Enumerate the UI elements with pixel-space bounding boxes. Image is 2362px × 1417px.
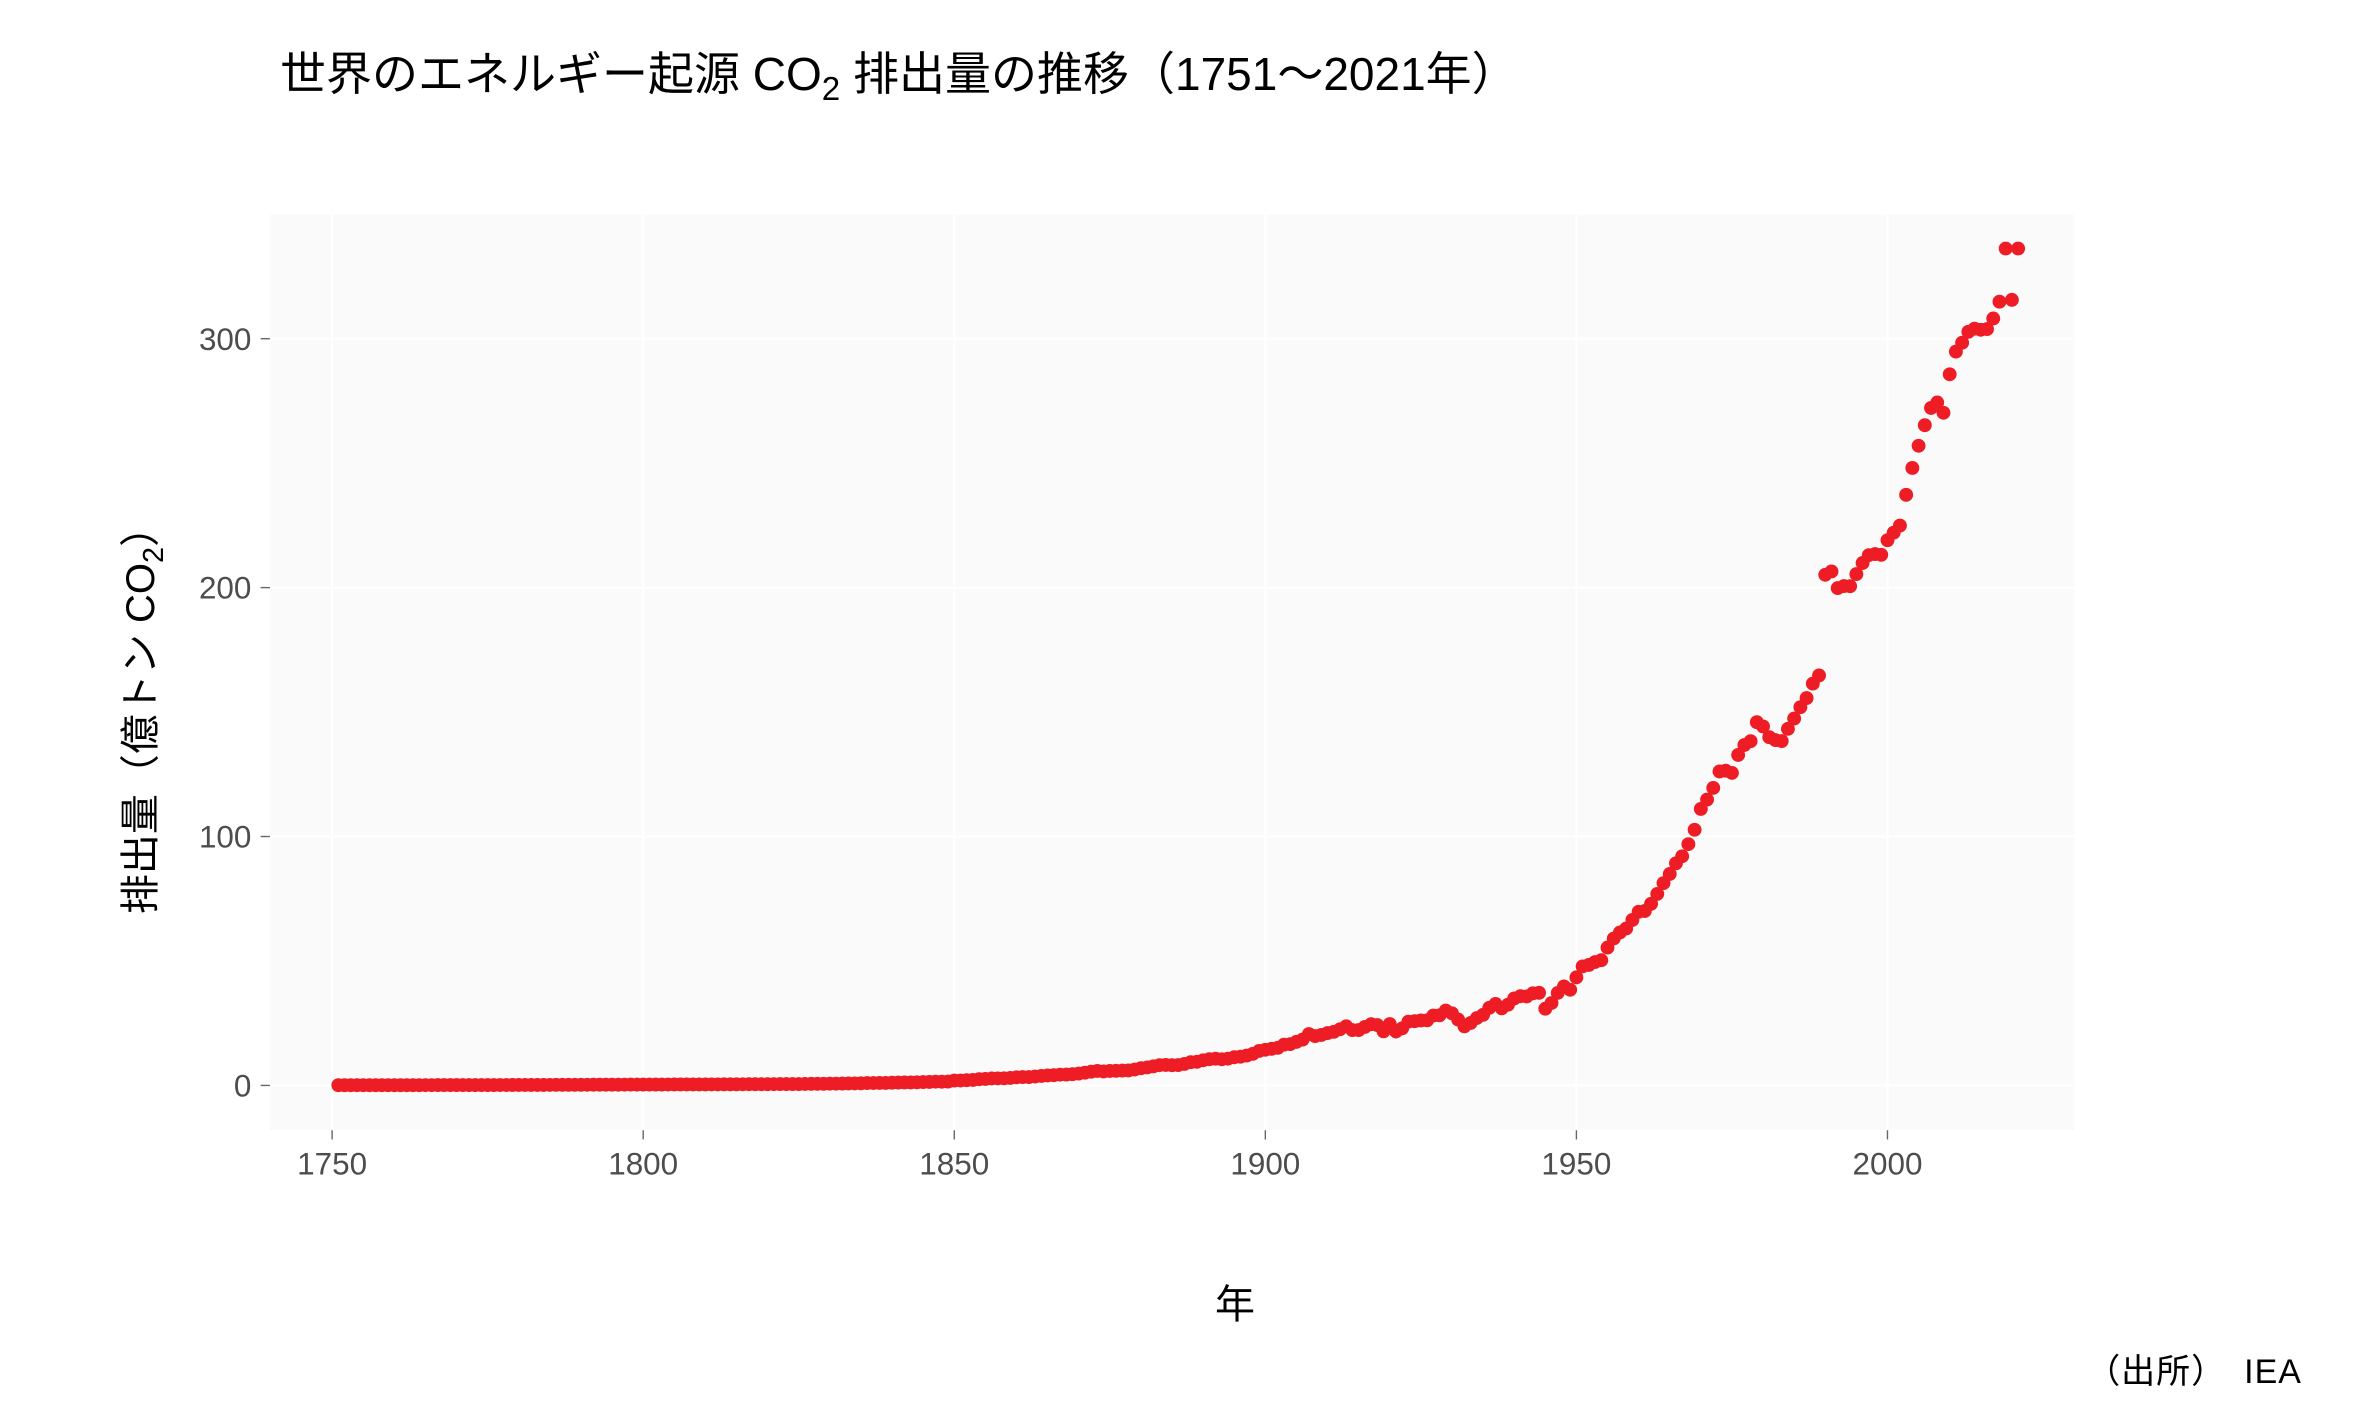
x-tick-label: 2000 — [1853, 1147, 1923, 1182]
y-tick-labels: 0 100 200 300 — [199, 322, 251, 1104]
y-axis-title: 排出量（億トン CO2） — [109, 506, 172, 913]
data-point — [1937, 406, 1951, 420]
data-point — [1594, 953, 1608, 967]
data-point — [1943, 367, 1957, 381]
chart-title: 世界のエネルギー起源 CO2 排出量の推移（1751～2021年） — [280, 38, 1518, 109]
x-tick-label: 1850 — [919, 1147, 989, 1182]
data-point — [1999, 242, 2013, 256]
y-axis-title-wrap: 排出量（億トン CO2） — [120, 215, 160, 1205]
y-tick-label: 200 — [199, 571, 251, 606]
y-tick-label: 100 — [199, 820, 251, 855]
data-point — [1688, 823, 1702, 837]
co2-emissions-chart: 世界のエネルギー起源 CO2 排出量の推移（1751～2021年） 1750 18… — [0, 0, 2362, 1417]
plot-area: 1750 1800 1850 1900 1950 2000 0 100 200 300 — [160, 205, 2110, 1195]
x-tick-label: 1800 — [608, 1147, 678, 1182]
x-tick-label: 1900 — [1230, 1147, 1300, 1182]
data-point — [1893, 519, 1907, 533]
source-note: （出所） IEA — [2086, 1344, 2302, 1393]
data-point — [1681, 837, 1695, 851]
y-tick-label: 300 — [199, 322, 251, 357]
data-point — [1874, 548, 1888, 562]
data-point — [1993, 295, 2007, 309]
data-point — [1812, 668, 1826, 682]
y-tick-marks — [261, 339, 270, 1086]
data-point — [1825, 564, 1839, 578]
x-tick-label: 1750 — [297, 1147, 367, 1182]
data-point — [1706, 781, 1720, 795]
x-axis-title: 年 — [260, 1272, 2210, 1330]
data-point — [1843, 579, 1857, 593]
x-tick-marks — [332, 1130, 1887, 1139]
y-tick-label: 0 — [234, 1069, 251, 1104]
data-point — [1725, 766, 1739, 780]
data-point — [2011, 242, 2025, 256]
data-point — [1532, 986, 1546, 1000]
data-point — [1800, 691, 1814, 705]
x-tick-label: 1950 — [1541, 1147, 1611, 1182]
data-point — [2005, 293, 2019, 307]
data-point — [1675, 849, 1689, 863]
data-point — [1912, 439, 1926, 453]
data-point — [1775, 734, 1789, 748]
data-point — [1986, 312, 2000, 326]
data-point — [1899, 488, 1913, 502]
data-point — [1563, 983, 1577, 997]
data-point — [1918, 418, 1932, 432]
x-tick-labels: 1750 1800 1850 1900 1950 2000 — [297, 1147, 1922, 1182]
panel-background — [270, 214, 2074, 1130]
data-point — [1744, 734, 1758, 748]
data-point — [1905, 461, 1919, 475]
